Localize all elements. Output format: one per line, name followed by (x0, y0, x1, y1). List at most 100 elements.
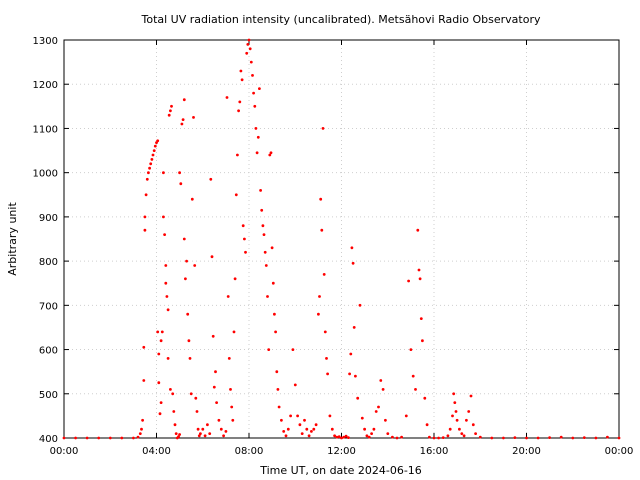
data-point (322, 273, 326, 276)
data-point (173, 423, 177, 427)
data-point (432, 436, 436, 440)
data-point (395, 436, 399, 440)
data-point (284, 434, 288, 438)
data-point (460, 432, 464, 435)
data-point (85, 436, 89, 440)
data-point (142, 345, 146, 349)
data-point (277, 405, 281, 409)
data-point (384, 418, 387, 422)
data-point (571, 436, 575, 440)
data-point (559, 435, 563, 439)
data-point (156, 330, 160, 334)
data-point (185, 259, 189, 263)
data-point (245, 51, 249, 55)
data-point (252, 91, 256, 95)
data-point (286, 427, 290, 431)
data-point (179, 182, 183, 186)
y-tick-label: 600 (39, 346, 58, 357)
data-point (606, 435, 609, 439)
data-point (243, 237, 246, 241)
data-point (182, 98, 186, 102)
data-point (240, 78, 244, 82)
data-point (347, 436, 350, 439)
data-point (358, 303, 362, 307)
data-point (274, 330, 277, 334)
data-point (409, 348, 413, 351)
data-point (167, 113, 171, 117)
data-point (474, 432, 477, 435)
data-point (350, 246, 354, 250)
data-point (199, 432, 202, 435)
data-point (234, 193, 238, 197)
data-point (289, 414, 292, 418)
data-point (219, 427, 223, 431)
data-point (147, 171, 150, 175)
data-point (490, 436, 494, 440)
data-point (226, 295, 230, 298)
chart-title: Total UV radiation intensity (uncalibrat… (141, 13, 541, 26)
data-point (268, 153, 272, 157)
data-point (194, 396, 198, 400)
data-point (404, 414, 408, 418)
data-point (238, 100, 242, 104)
data-point (62, 436, 66, 440)
data-point (348, 372, 351, 376)
data-point (150, 158, 154, 161)
data-point (159, 401, 163, 404)
data-point (180, 122, 184, 126)
data-point (400, 435, 403, 439)
data-point (144, 193, 148, 197)
plot-frame (63, 39, 620, 439)
data-point (437, 436, 440, 440)
data-point (195, 410, 199, 413)
data-point (209, 177, 213, 181)
data-point (211, 334, 215, 338)
data-point (465, 418, 468, 422)
data-point (365, 434, 369, 438)
data-point (377, 405, 380, 409)
data-point (224, 430, 228, 433)
data-point (270, 246, 274, 250)
data-point (263, 250, 267, 254)
y-axis-label: Arbitrary unit (6, 202, 19, 276)
data-point (251, 74, 254, 77)
data-point (314, 423, 318, 427)
data-point (170, 104, 173, 108)
data-point (307, 434, 311, 438)
data-point (201, 427, 205, 431)
data-point (333, 434, 336, 438)
data-point (363, 427, 366, 431)
y-tick-label: 400 (39, 434, 58, 445)
data-point (328, 414, 332, 418)
data-point (282, 430, 286, 433)
data-point (158, 412, 162, 416)
data-point (260, 208, 264, 212)
data-point (236, 153, 239, 157)
data-point (594, 436, 598, 440)
data-point (186, 312, 190, 316)
data-point (206, 423, 209, 427)
data-point (428, 435, 431, 439)
data-point (108, 436, 112, 440)
y-tick-label: 500 (39, 390, 58, 401)
data-point (163, 233, 167, 237)
data-point (411, 374, 415, 378)
data-point (416, 228, 420, 232)
x-tick-label: 12:00 (327, 446, 356, 457)
data-point (230, 405, 234, 409)
y-tick-label: 1300 (33, 36, 58, 47)
data-point (452, 392, 456, 396)
data-point (451, 414, 454, 418)
data-point (233, 277, 237, 281)
data-point (156, 139, 160, 143)
data-point (312, 427, 316, 431)
data-point (222, 434, 226, 438)
data-point (164, 281, 168, 285)
data-point (351, 261, 355, 265)
data-point (471, 423, 475, 427)
data-point (178, 433, 182, 436)
data-point (143, 228, 147, 232)
data-point (136, 435, 140, 439)
data-point (379, 379, 383, 382)
data-point (337, 435, 341, 439)
